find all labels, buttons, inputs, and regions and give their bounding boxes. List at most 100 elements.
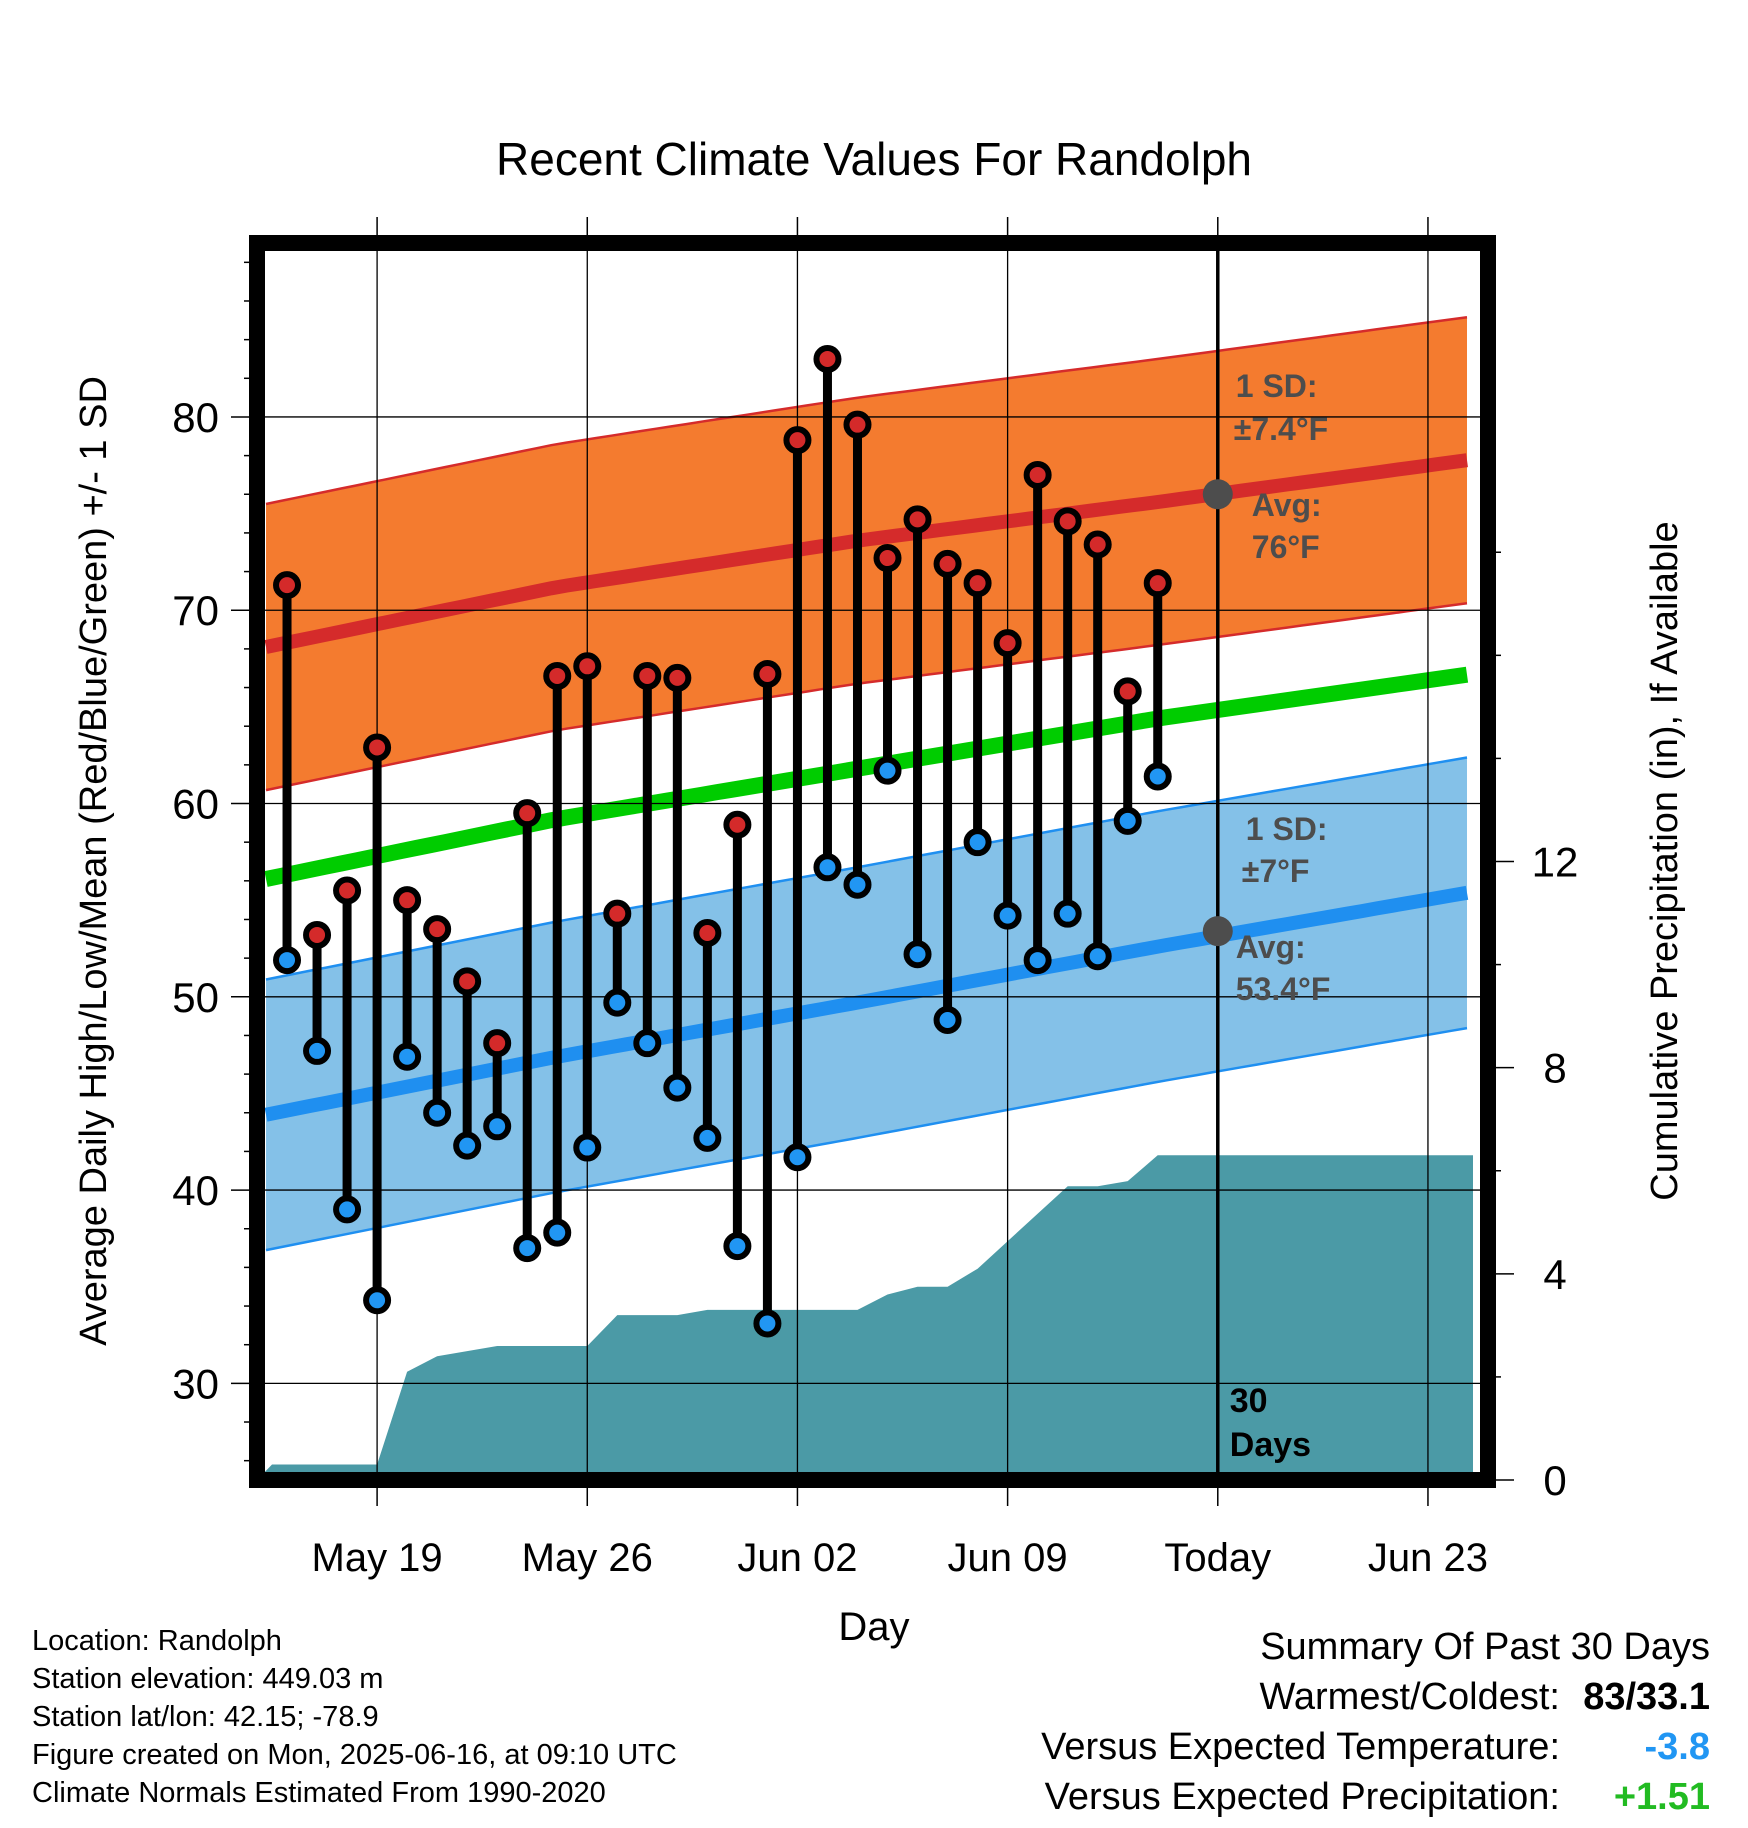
days-label-number: 30 bbox=[1230, 1382, 1268, 1420]
daily-low-point bbox=[693, 1123, 722, 1152]
daily-low-point bbox=[1143, 762, 1172, 791]
daily-high-point bbox=[573, 652, 602, 681]
daily-high-point bbox=[333, 876, 362, 905]
y-tick-label: 30 bbox=[172, 1360, 219, 1407]
avg-mean-line bbox=[264, 666, 1469, 887]
daily-low-point bbox=[303, 1036, 332, 1065]
y-tick-label: 70 bbox=[172, 587, 219, 634]
x-tick-label: Jun 09 bbox=[948, 1536, 1068, 1580]
low-sd-lower-line bbox=[265, 1026, 1468, 1252]
daily-low-point bbox=[723, 1232, 752, 1261]
daily-low-point bbox=[393, 1042, 422, 1071]
daily-low-point bbox=[783, 1143, 812, 1172]
daily-low-point bbox=[663, 1073, 692, 1102]
low-sd-upper-line bbox=[265, 756, 1468, 981]
daily-high-point bbox=[693, 919, 722, 948]
daily-high-point bbox=[1143, 569, 1172, 598]
daily-high-point bbox=[1083, 530, 1112, 559]
y-tick-label: 50 bbox=[172, 974, 219, 1021]
y-tick-label: 40 bbox=[172, 1167, 219, 1214]
daily-high-point bbox=[993, 629, 1022, 658]
today-low-avg-marker bbox=[1202, 916, 1233, 947]
daily-low-point bbox=[483, 1112, 512, 1141]
daily-low-point bbox=[633, 1029, 662, 1058]
station-info: Location: Randolph Station elevation: 44… bbox=[32, 1622, 677, 1812]
precipitation-area bbox=[257, 1155, 1473, 1480]
daily-high-point bbox=[453, 967, 482, 996]
plot-layer bbox=[257, 243, 1488, 1480]
daily-low-point bbox=[933, 1005, 962, 1034]
high-sd-lower-line bbox=[265, 601, 1468, 792]
y2-tick-label: 8 bbox=[1543, 1045, 1566, 1092]
warm-cold-label: Warmest/Coldest: bbox=[1259, 1676, 1560, 1718]
daily-high-point bbox=[1023, 460, 1052, 489]
summary-title: Summary Of Past 30 Days bbox=[1260, 1626, 1710, 1668]
high-sd-upper-line bbox=[265, 315, 1468, 506]
daily-high-point bbox=[963, 569, 992, 598]
daily-low-point bbox=[903, 940, 932, 969]
daily-low-point bbox=[603, 988, 632, 1017]
daily-low-point bbox=[333, 1195, 362, 1224]
low-sd-label: 1 SD: bbox=[1246, 811, 1328, 847]
daily-low-point bbox=[813, 853, 842, 882]
location-text: Location: Randolph bbox=[32, 1625, 282, 1657]
summary-row-precipitation: Versus Expected Precipitation: +1.51 bbox=[1041, 1772, 1710, 1822]
daily-low-point bbox=[573, 1133, 602, 1162]
daily-low-point bbox=[963, 828, 992, 857]
daily-high-point bbox=[483, 1029, 512, 1058]
daily-low-point bbox=[873, 756, 902, 785]
daily-low-point bbox=[273, 946, 302, 975]
daily-high-point bbox=[1053, 507, 1082, 536]
daily-high-point bbox=[813, 344, 842, 373]
x-tick-label: Today bbox=[1164, 1536, 1271, 1580]
temp-label: Versus Expected Temperature: bbox=[1041, 1726, 1560, 1768]
daily-low-point bbox=[753, 1309, 782, 1338]
daily-low-point bbox=[993, 901, 1022, 930]
elevation-text: Station elevation: 449.03 m bbox=[32, 1663, 384, 1695]
days-label-text: Days bbox=[1230, 1426, 1311, 1464]
daily-high-point bbox=[843, 410, 872, 439]
daily-high-point bbox=[393, 886, 422, 915]
daily-high-point bbox=[513, 799, 542, 828]
low-avg-value: 53.4°F bbox=[1236, 971, 1331, 1007]
x-tick-label: Jun 23 bbox=[1368, 1536, 1488, 1580]
daily-low-point bbox=[423, 1098, 452, 1127]
x-tick-label: Jun 02 bbox=[737, 1536, 857, 1580]
daily-high-point bbox=[273, 571, 302, 600]
daily-high-point bbox=[363, 733, 392, 762]
today-high-avg-marker bbox=[1202, 479, 1233, 510]
warm-cold-value: 83/33.1 bbox=[1583, 1676, 1710, 1718]
x-tick-label: May 19 bbox=[312, 1536, 443, 1580]
daily-low-point bbox=[513, 1234, 542, 1263]
temp-value: -3.8 bbox=[1644, 1726, 1710, 1768]
high-sd-value: ±7.4°F bbox=[1234, 411, 1328, 447]
daily-high-point bbox=[783, 426, 812, 455]
precip-value: +1.51 bbox=[1613, 1776, 1710, 1818]
daily-low-point bbox=[843, 870, 872, 899]
high-avg-value: 76°F bbox=[1252, 529, 1320, 565]
daily-high-point bbox=[753, 660, 782, 689]
summary-row-warm-cold: Warmest/Coldest: 83/33.1 bbox=[1041, 1672, 1710, 1722]
latlon-text: Station lat/lon: 42.15; -78.9 bbox=[32, 1701, 379, 1733]
high-sd-label: 1 SD: bbox=[1236, 368, 1318, 404]
low-avg-label: Avg: bbox=[1236, 929, 1306, 965]
daily-high-point bbox=[723, 810, 752, 839]
daily-low-point bbox=[543, 1218, 572, 1247]
daily-high-point bbox=[603, 899, 632, 928]
summary-panel: Summary Of Past 30 Days Warmest/Coldest:… bbox=[1041, 1622, 1710, 1822]
avg-high-line bbox=[264, 453, 1468, 654]
normals-text: Climate Normals Estimated From 1990-2020 bbox=[32, 1777, 606, 1809]
daily-high-point bbox=[543, 661, 572, 690]
daily-low-point bbox=[1083, 942, 1112, 971]
daily-high-point bbox=[423, 915, 452, 944]
daily-low-point bbox=[1023, 946, 1052, 975]
daily-high-point bbox=[1113, 677, 1142, 706]
x-tick-label: May 26 bbox=[522, 1536, 653, 1580]
y-tick-label: 60 bbox=[172, 781, 219, 828]
high-avg-label: Avg: bbox=[1252, 487, 1322, 523]
daily-high-point bbox=[633, 661, 662, 690]
low-sd-value: ±7°F bbox=[1242, 853, 1310, 889]
created-text: Figure created on Mon, 2025-06-16, at 09… bbox=[32, 1739, 677, 1771]
daily-low-point bbox=[453, 1131, 482, 1160]
